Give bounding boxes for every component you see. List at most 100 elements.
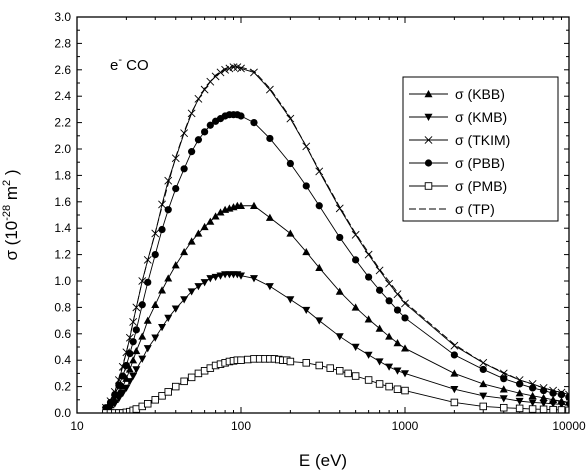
data-point (302, 247, 311, 256)
data-point (216, 272, 225, 280)
data-point (326, 364, 334, 372)
y-tick-label: 0.0 (54, 406, 71, 420)
data-point (132, 346, 141, 355)
data-point (250, 119, 258, 127)
data-point (401, 370, 409, 378)
data-point (401, 314, 409, 322)
data-point (375, 324, 384, 332)
data-point (118, 390, 127, 398)
data-point (171, 382, 180, 391)
data-point (528, 391, 537, 400)
data-point (315, 317, 324, 325)
y-tick-label: 1.8 (54, 168, 71, 182)
data-point (201, 128, 209, 136)
data-point (393, 385, 402, 393)
data-point (344, 369, 352, 378)
data-point (315, 361, 323, 370)
y-tick-label: 2.2 (54, 116, 71, 130)
data-point (479, 402, 487, 411)
data-point (129, 372, 138, 381)
data-point (385, 382, 393, 391)
y-tick-label: 2.8 (54, 36, 71, 50)
data-point (200, 222, 209, 231)
data-point (164, 314, 173, 322)
legend-marker (424, 113, 433, 121)
data-point (187, 109, 196, 118)
data-point (315, 263, 324, 271)
annotation-e-co: e- CO (110, 54, 149, 74)
data-point (286, 159, 294, 168)
data-point (528, 399, 537, 407)
data-point (335, 367, 344, 375)
data-point (365, 273, 373, 281)
data-point (194, 369, 203, 378)
data-point (211, 212, 220, 220)
data-point (516, 380, 524, 388)
data-point (143, 345, 152, 353)
data-point (266, 134, 274, 143)
legend-marker (424, 90, 433, 98)
data-point (206, 217, 215, 225)
data-point (515, 404, 524, 413)
data-point (115, 409, 123, 413)
legend-marker (424, 182, 433, 190)
legend-label: σ (KMB) (455, 109, 507, 125)
svg-text:σ (10-28 m2 ): σ (10-28 m2 ) (1, 169, 21, 260)
data-point (302, 306, 311, 315)
data-point (119, 372, 127, 380)
data-point (385, 297, 393, 305)
series-0 (101, 201, 569, 413)
x-tick-label: 10 (70, 419, 84, 433)
data-point (151, 300, 160, 308)
data-point (125, 365, 134, 373)
y-tick-label: 2.0 (54, 142, 71, 156)
data-point (499, 403, 508, 412)
data-point (364, 315, 373, 323)
data-point (237, 201, 245, 209)
x-tick-label: 10000 (552, 419, 586, 433)
data-point (180, 377, 188, 386)
data-point (335, 333, 344, 341)
data-point (194, 136, 203, 144)
y-tick-label: 0.4 (54, 353, 71, 367)
legend-label: σ (PBB) (455, 155, 505, 171)
data-point (229, 63, 238, 72)
data-point (171, 305, 180, 313)
data-point (237, 272, 245, 280)
data-point (187, 237, 196, 245)
data-point (265, 213, 274, 221)
data-point (206, 121, 214, 129)
annotation-sup: - (118, 54, 122, 66)
data-point (393, 367, 402, 375)
x-axis-title: E (eV) (299, 451, 347, 470)
annotation-main: e (110, 57, 118, 74)
data-point (249, 201, 258, 209)
data-point (565, 406, 569, 413)
data-point (565, 401, 569, 410)
data-point (557, 406, 566, 413)
data-point (126, 350, 134, 358)
data-point (529, 384, 537, 392)
data-point (335, 287, 344, 295)
y-tick-label: 1.0 (54, 274, 71, 288)
data-point (206, 275, 215, 283)
data-point (171, 154, 180, 163)
data-point (401, 344, 409, 352)
data-point (286, 229, 295, 237)
data-point (138, 301, 146, 309)
data-point (375, 358, 384, 366)
data-point (450, 386, 459, 394)
data-point (315, 167, 324, 176)
y-tick-label: 1.4 (54, 221, 71, 235)
data-point (164, 274, 173, 282)
y-tick-label: 1.2 (54, 248, 71, 262)
data-point (194, 283, 203, 291)
data-point (364, 376, 373, 384)
series-line (105, 65, 569, 408)
legend-label: σ (TKIM) (455, 132, 510, 148)
data-point (180, 165, 188, 173)
data-point (172, 185, 180, 193)
y-tick-label: 0.2 (54, 380, 71, 394)
data-point (385, 363, 394, 371)
